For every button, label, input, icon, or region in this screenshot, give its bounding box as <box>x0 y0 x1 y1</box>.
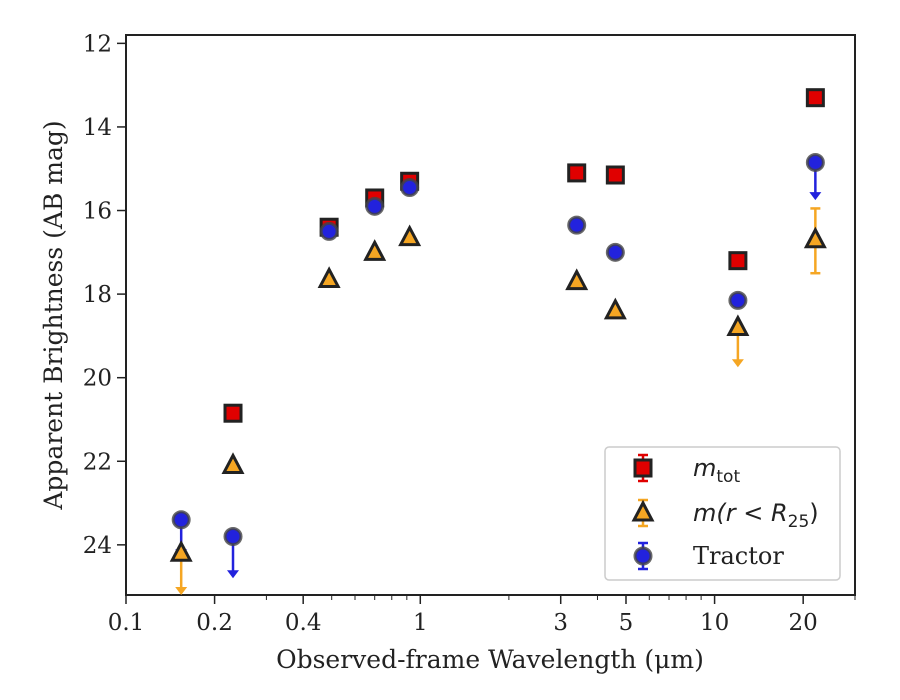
x-axis-label: Observed-frame Wavelength (μm) <box>276 645 704 674</box>
x-tick-label: 20 <box>789 610 818 636</box>
x-tick-label: 10 <box>700 610 729 636</box>
circle-point <box>605 242 625 262</box>
circle-point <box>567 215 587 235</box>
square-point <box>805 88 825 108</box>
legend-label-main: m <box>693 454 716 482</box>
square-point <box>728 251 748 271</box>
y-tick-label: 12 <box>83 31 112 57</box>
circle-point <box>805 152 825 172</box>
x-tick-label: 1 <box>413 610 428 636</box>
x-tick-label: 3 <box>553 610 568 636</box>
legend-label-subscript: 25 <box>788 512 810 532</box>
x-tick-label: 5 <box>619 610 634 636</box>
legend-box <box>604 446 841 581</box>
x-axis-ticks: 0.1 0.2 0.4 1 3 5 10 20 <box>108 595 856 636</box>
legend-square-marker <box>633 458 653 478</box>
plot-frame <box>125 34 856 596</box>
y-tick-label: 20 <box>83 366 112 392</box>
x-tick-label: 0.2 <box>196 610 233 636</box>
circle-point <box>400 178 420 198</box>
triangle-point <box>169 540 193 562</box>
y-axis-ticks: 12 14 16 18 20 22 24 <box>83 31 126 559</box>
y-tick-label: 18 <box>83 282 112 308</box>
square-point <box>223 403 243 423</box>
triangle-point <box>363 239 387 261</box>
legend-label: mtot <box>693 454 740 487</box>
legend-label-close: ) <box>809 499 818 527</box>
legend: mtot m(r < R25) Tractor <box>604 446 841 581</box>
legend-label-main: m(r < R <box>693 499 788 527</box>
y-tick-label: 24 <box>83 533 112 559</box>
upper-limit-arrow-head <box>809 192 822 201</box>
x-tick-label: 0.4 <box>285 610 322 636</box>
legend-label: m(r < R25) <box>693 499 819 532</box>
triangle-point <box>565 268 589 291</box>
triangle-point <box>221 452 245 474</box>
circle-point <box>319 221 339 241</box>
circle-point <box>171 510 191 530</box>
upper-limit-arrow-head <box>731 359 744 368</box>
square-point <box>605 165 625 185</box>
legend-label-subscript: tot <box>716 467 740 487</box>
y-tick-label: 22 <box>83 449 112 475</box>
x-tick-label: 0.1 <box>108 610 145 636</box>
triangle-point <box>603 297 627 320</box>
triangle-point <box>398 224 422 247</box>
square-point <box>567 163 587 183</box>
y-axis-label: Apparent Brightness (AB mag) <box>39 120 68 510</box>
legend-label: Tractor <box>693 542 784 570</box>
y-tick-label: 16 <box>83 199 112 225</box>
triangle-point <box>803 226 827 249</box>
upper-limit-arrow-head <box>227 570 240 579</box>
circle-point <box>223 526 243 546</box>
upper-limit-arrow-head <box>175 587 188 595</box>
circle-point <box>365 196 385 216</box>
legend-label-main: Tractor <box>693 542 784 570</box>
triangle-point <box>317 266 341 288</box>
plot-marks <box>169 88 827 595</box>
circle-point <box>728 290 748 310</box>
legend-circle-marker <box>633 546 653 566</box>
y-tick-label: 14 <box>83 115 112 141</box>
legend-triangle-marker <box>631 499 655 522</box>
triangle-point <box>726 314 750 337</box>
